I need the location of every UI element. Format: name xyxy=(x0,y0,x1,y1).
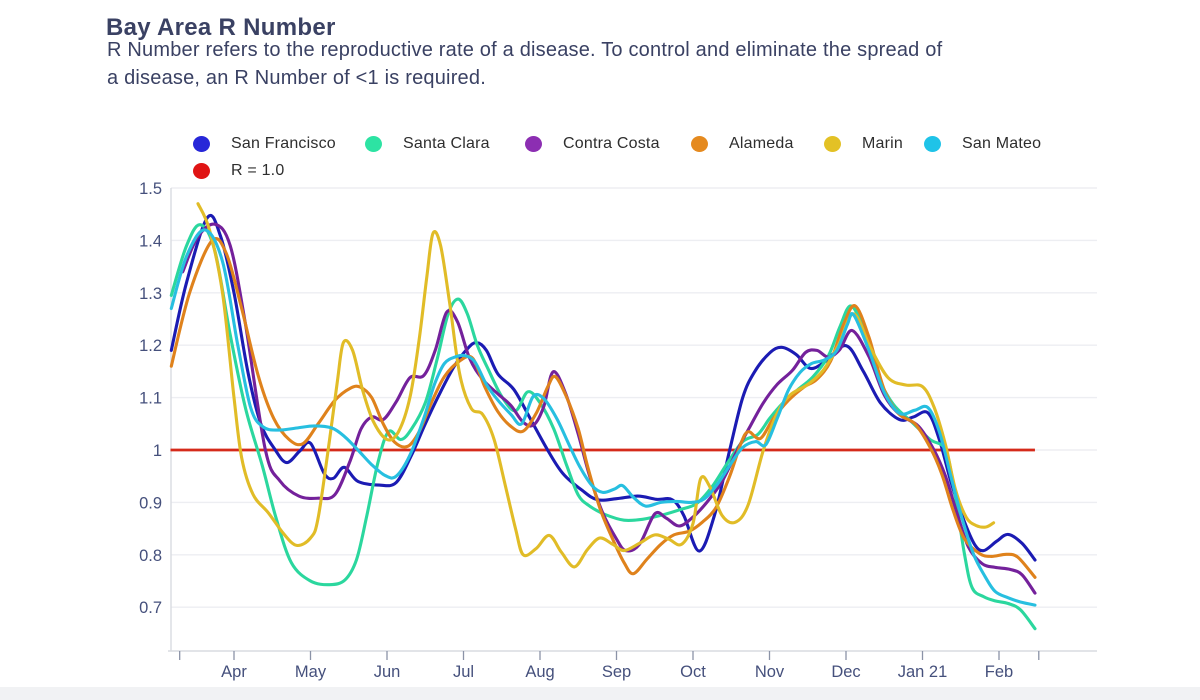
x-axis-label-Aug: Aug xyxy=(525,663,554,681)
page-subtitle: R Number refers to the reproductive rate… xyxy=(107,36,942,92)
legend-dot-san-francisco xyxy=(193,136,210,152)
legend-dot-r-1-0 xyxy=(193,163,210,179)
legend-item-san-mateo[interactable]: San Mateo xyxy=(924,134,1041,154)
x-axis-label-Dec: Dec xyxy=(831,663,860,681)
legend-label-santa-clara: Santa Clara xyxy=(403,135,490,152)
x-axis-label-Jan 21: Jan 21 xyxy=(898,663,948,681)
y-axis-label-0.7: 0.7 xyxy=(139,599,162,617)
legend-label-alameda: Alameda xyxy=(729,135,794,152)
y-axis-label-0.8: 0.8 xyxy=(139,547,162,565)
x-axis-label-Nov: Nov xyxy=(755,663,785,681)
x-axis-label-Jul: Jul xyxy=(453,663,474,681)
y-axis-label-0.9: 0.9 xyxy=(139,494,162,512)
page-subtitle-line-1: R Number refers to the reproductive rate… xyxy=(107,39,943,61)
legend-item-r-1-0[interactable]: R = 1.0 xyxy=(193,161,284,181)
y-axis-label-1.1: 1.1 xyxy=(139,390,162,408)
x-axis-label-Feb: Feb xyxy=(985,663,1013,681)
legend-dot-santa-clara xyxy=(365,136,382,152)
y-axis-label-1: 1 xyxy=(153,442,162,460)
x-axis-label-Oct: Oct xyxy=(680,663,706,681)
legend-label-san-francisco: San Francisco xyxy=(231,135,336,152)
y-axis-label-1.3: 1.3 xyxy=(139,285,162,303)
x-axis-label-Apr: Apr xyxy=(221,663,247,681)
x-axis-label-Sep: Sep xyxy=(602,663,631,681)
series-line-alameda[interactable] xyxy=(169,237,1037,579)
legend-dot-san-mateo xyxy=(924,136,941,152)
x-axis-label-Jun: Jun xyxy=(374,663,401,681)
chart-legend: San Francisco Santa Clara Contra Costa Alam… xyxy=(0,0,1200,190)
page-title: Bay Area R Number xyxy=(106,14,336,42)
y-axis-label-1.4: 1.4 xyxy=(139,232,162,250)
legend-dot-marin xyxy=(824,136,841,152)
series-line-san-francisco[interactable] xyxy=(169,213,1037,562)
legend-label-contra-costa: Contra Costa xyxy=(563,135,660,152)
bottom-strip xyxy=(0,687,1200,700)
y-axis-label-1.5: 1.5 xyxy=(139,180,162,198)
legend-item-alameda[interactable]: Alameda xyxy=(691,134,794,154)
legend-item-san-francisco[interactable]: San Francisco xyxy=(193,134,336,154)
legend-label-marin: Marin xyxy=(862,135,904,152)
page-subtitle-line-2: a disease, an R Number of <1 is required… xyxy=(107,67,486,89)
series-line-san-mateo[interactable] xyxy=(169,228,1037,607)
legend-item-santa-clara[interactable]: Santa Clara xyxy=(365,134,490,154)
series-line-marin[interactable] xyxy=(196,202,996,569)
x-axis-label-May: May xyxy=(295,663,327,681)
legend-item-contra-costa[interactable]: Contra Costa xyxy=(525,134,660,154)
legend-label-san-mateo: San Mateo xyxy=(962,135,1042,152)
legend-dot-alameda xyxy=(691,136,708,152)
legend-dot-contra-costa xyxy=(525,136,542,152)
y-axis-label-1.2: 1.2 xyxy=(139,337,162,355)
legend-item-marin[interactable]: Marin xyxy=(824,134,903,154)
legend-label-r-1-0: R = 1.0 xyxy=(231,162,285,179)
